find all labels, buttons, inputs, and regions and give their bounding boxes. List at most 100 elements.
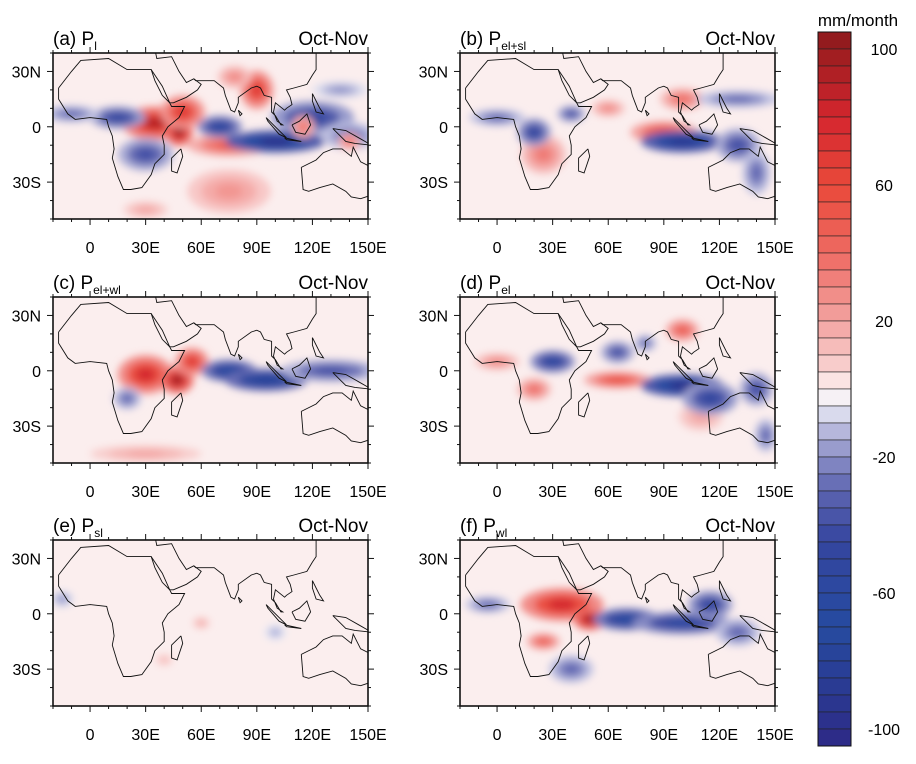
panel-season: Oct-Nov — [298, 516, 368, 537]
panel-letter: (a) — [53, 29, 82, 50]
coastline — [311, 93, 325, 115]
colorbar-bin — [817, 184, 852, 203]
x-tick-label: 0 — [493, 484, 502, 501]
map-panel: 0 30E 60E 90E 120E 150E 30N 0 30S (b) Pel+sl Oct-N… — [419, 29, 794, 257]
colorbar-bin — [817, 456, 852, 475]
coastline — [332, 615, 368, 633]
anomaly-core — [229, 73, 241, 81]
anomaly-core — [566, 111, 576, 117]
colorbar-bin — [817, 133, 852, 152]
y-tick-label: 30N — [419, 551, 448, 568]
anomaly-core — [186, 356, 198, 367]
x-tick-label: 60E — [594, 240, 622, 257]
coastline — [150, 540, 202, 591]
coastline — [644, 596, 650, 604]
colorbar-bin — [817, 303, 852, 322]
coastline — [291, 600, 312, 622]
anomaly-core — [676, 326, 688, 334]
x-tick-label: 120E — [294, 484, 331, 501]
anomaly-core — [108, 113, 128, 122]
colorbar-bin — [817, 218, 852, 237]
anomaly-core — [299, 123, 307, 131]
coastline — [644, 109, 650, 117]
panel-subscript: el+sl — [501, 39, 526, 53]
x-tick-label: 90E — [650, 727, 678, 744]
colorbar-bin — [817, 490, 852, 509]
coastline — [698, 357, 719, 379]
x-tick-label: 30E — [131, 240, 159, 257]
coastline — [193, 53, 317, 126]
coastline — [557, 540, 609, 591]
panel-variable: P — [489, 29, 502, 50]
colorbar-bin — [817, 507, 852, 526]
colorbar-bin — [817, 728, 852, 747]
coastline — [739, 615, 775, 633]
coastline — [237, 596, 243, 604]
anomaly-core — [724, 96, 752, 102]
colorbar-bin — [817, 558, 852, 577]
coastline — [291, 357, 312, 379]
colorbar-bin — [817, 524, 852, 543]
colorbar-tick-label: 100 — [871, 42, 898, 59]
coastline — [465, 58, 593, 190]
colorbar-bin — [817, 82, 852, 101]
coastline — [739, 128, 775, 146]
colorbar-bin — [817, 643, 852, 662]
x-tick-label: 30E — [538, 240, 566, 257]
colorbar-bin — [817, 626, 852, 645]
anomaly-core — [751, 165, 762, 181]
colorbar-bin — [817, 575, 852, 594]
colorbar-bin — [817, 31, 852, 50]
panel-subscript: wl — [495, 526, 507, 540]
y-tick-label: 0 — [32, 120, 41, 137]
coastline — [332, 372, 368, 390]
x-tick-label: 0 — [86, 240, 95, 257]
map-frame — [52, 52, 369, 220]
x-tick-label: 120E — [701, 240, 738, 257]
coastline — [291, 113, 312, 135]
colorbar-tick-label: 20 — [875, 314, 893, 331]
x-tick-label: 60E — [187, 240, 215, 257]
colorbar-bin — [817, 167, 852, 186]
colorbar-bin — [817, 337, 852, 356]
x-tick-label: 150E — [756, 727, 793, 744]
map-panel: 0 30E 60E 90E 120E 150E 30N 0 30S (e) Psl Oct-Nov — [12, 516, 387, 744]
colorbar-bin — [817, 694, 852, 713]
coastline — [557, 297, 609, 348]
anomaly-core — [730, 139, 746, 151]
coastline — [578, 148, 591, 174]
anomaly-core — [174, 127, 184, 137]
coastline — [284, 137, 302, 142]
anomaly-core — [136, 368, 155, 381]
colorbar-bin — [817, 48, 852, 67]
x-tick-label: 30E — [131, 484, 159, 501]
colorbar-tick-label: -20 — [872, 450, 895, 467]
x-tick-label: 30E — [538, 484, 566, 501]
panel-title: (a) Pl — [53, 29, 97, 53]
map-frame — [52, 539, 369, 707]
y-tick-label: 0 — [439, 120, 448, 137]
x-tick-label: 150E — [756, 240, 793, 257]
colorbar-bin — [817, 422, 852, 441]
map-panel: 0 30E 60E 90E 120E 150E 30N 0 30S (c) Pel+wl Oct-N… — [12, 273, 387, 501]
anomaly-core — [127, 451, 165, 457]
anomaly-core — [330, 87, 350, 93]
coastline — [193, 297, 317, 370]
colorbar-bin — [817, 711, 852, 730]
colorbar-tick-label: -60 — [872, 586, 895, 603]
map-panel: 0 30E 60E 90E 120E 150E 30N 0 30S (f) Pwl Oct-Nov — [419, 516, 794, 744]
coastline — [284, 381, 302, 386]
anomaly-core — [138, 207, 154, 213]
anomaly-core — [122, 394, 132, 403]
colorbar-bin — [817, 592, 852, 611]
anomaly-core — [535, 147, 551, 161]
coastline — [300, 389, 368, 444]
coastline — [718, 337, 732, 359]
y-tick-label: 30S — [13, 419, 41, 436]
colorbar-bin — [817, 269, 852, 288]
anomaly-core — [528, 385, 540, 393]
anomaly-core — [668, 381, 697, 390]
panel-subscript: sl — [94, 526, 103, 540]
x-tick-label: 150E — [349, 240, 386, 257]
colorbar-bin — [817, 65, 852, 84]
